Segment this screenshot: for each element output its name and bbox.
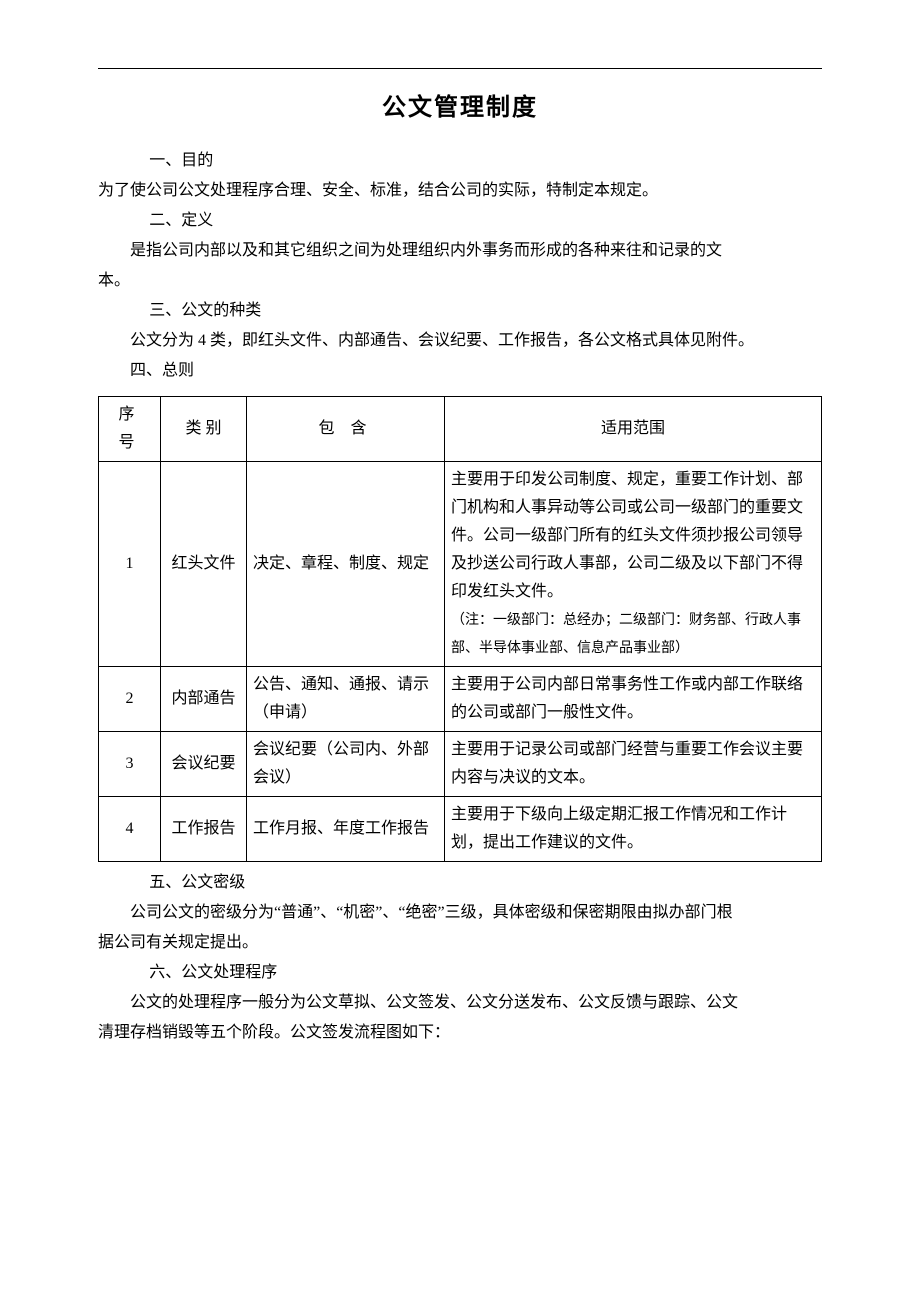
table-cell-inc: 公告、通知、通报、请示（申请） [247,667,445,732]
table-cell-scope: 主要用于下级向上级定期汇报工作情况和工作计划，提出工作建议的文件。 [445,797,822,862]
table-cell-num: 4 [99,797,161,862]
table-cell-type: 会议纪要 [161,732,247,797]
section-1-heading: 一、目的 [98,146,822,176]
table-header-row: 序 号 类 别 包 含 适用范围 [99,397,822,462]
table-cell-scope: 主要用于记录公司或部门经营与重要工作会议主要内容与决议的文本。 [445,732,822,797]
section-5-heading: 五、公文密级 [98,868,822,898]
document-title: 公文管理制度 [98,87,822,122]
section-5-body-line2: 据公司有关规定提出。 [98,928,822,958]
table-row: 4 工作报告 工作月报、年度工作报告 主要用于下级向上级定期汇报工作情况和工作计… [99,797,822,862]
document-type-table: 序 号 类 别 包 含 适用范围 1 红头文件 决定、章程、制度、规定 主要用于… [98,396,822,862]
section-5-body-line1: 公司公文的密级分为“普通”、“机密”、“绝密”三级，具体密级和保密期限由拟办部门… [98,898,822,928]
table-cell-scope: 主要用于印发公司制度、规定，重要工作计划、部门机构和人事异动等公司或公司一级部门… [445,462,822,667]
table-cell-num: 2 [99,667,161,732]
table-cell-type: 红头文件 [161,462,247,667]
table-cell-type: 内部通告 [161,667,247,732]
table-cell-num: 1 [99,462,161,667]
section-6-body-line1: 公文的处理程序一般分为公文草拟、公文签发、公文分送发布、公文反馈与跟踪、公文 [98,988,822,1018]
table-header-scope: 适用范围 [445,397,822,462]
section-2-body-line1: 是指公司内部以及和其它组织之间为处理组织内外事务而形成的各种来往和记录的文 [98,236,822,266]
table-header-inc: 包 含 [247,397,445,462]
section-2-body-line2: 本。 [98,266,822,296]
top-horizontal-rule [98,68,822,69]
table-row: 1 红头文件 决定、章程、制度、规定 主要用于印发公司制度、规定，重要工作计划、… [99,462,822,667]
table-cell-inc: 会议纪要（公司内、外部会议） [247,732,445,797]
section-2-heading: 二、定义 [98,206,822,236]
section-4-heading: 四、总则 [98,356,822,386]
section-3-body: 公文分为 4 类，即红头文件、内部通告、会议纪要、工作报告，各公文格式具体见附件… [98,326,822,356]
table-cell-inc: 决定、章程、制度、规定 [247,462,445,667]
section-6-body-line2: 清理存档销毁等五个阶段。公文签发流程图如下： [98,1018,822,1048]
table-header-type: 类 别 [161,397,247,462]
section-1-body: 为了使公司公文处理程序合理、安全、标准，结合公司的实际，特制定本规定。 [98,176,822,206]
table-cell-scope-note: （注：一级部门：总经办；二级部门：财务部、行政人事部、半导体事业部、信息产品事业… [451,613,801,656]
table-cell-num: 3 [99,732,161,797]
table-cell-scope-main: 主要用于印发公司制度、规定，重要工作计划、部门机构和人事异动等公司或公司一级部门… [451,471,803,600]
section-6-heading: 六、公文处理程序 [98,958,822,988]
table-cell-scope: 主要用于公司内部日常事务性工作或内部工作联络的公司或部门一般性文件。 [445,667,822,732]
table-row: 2 内部通告 公告、通知、通报、请示（申请） 主要用于公司内部日常事务性工作或内… [99,667,822,732]
section-3-heading: 三、公文的种类 [98,296,822,326]
table-row: 3 会议纪要 会议纪要（公司内、外部会议） 主要用于记录公司或部门经营与重要工作… [99,732,822,797]
table-header-num: 序 号 [99,397,161,462]
table-cell-type: 工作报告 [161,797,247,862]
table-cell-inc: 工作月报、年度工作报告 [247,797,445,862]
document-page: 公文管理制度 一、目的 为了使公司公文处理程序合理、安全、标准，结合公司的实际，… [0,0,920,1302]
